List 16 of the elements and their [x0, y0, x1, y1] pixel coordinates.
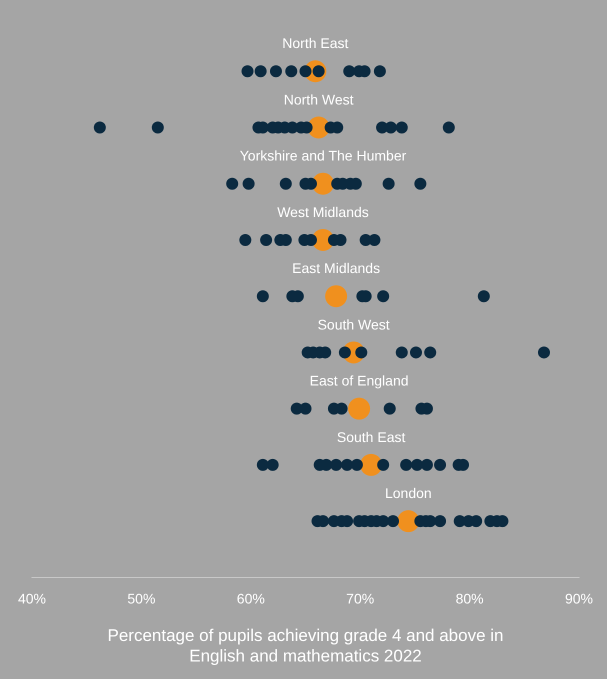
- y-tick-label: South East: [336, 428, 406, 445]
- x-tick-label: 70%: [346, 590, 374, 607]
- x-tick-label: 60%: [236, 590, 265, 607]
- y-tick-label: West Midlands: [277, 204, 369, 220]
- x-tick-label: 50%: [127, 590, 156, 607]
- y-tick-label: North West: [284, 91, 354, 108]
- y-tick-label: Yorkshire and The Humber: [240, 148, 407, 164]
- x-axis-title: Percentage of pupils achieving grade 4 and above in English and mathematics 2022: [107, 626, 504, 666]
- y-tick-label: London: [384, 485, 432, 502]
- x-tick-label: 90%: [564, 590, 594, 607]
- x-tick-label: 80%: [456, 590, 484, 607]
- y-tick-label: East of England: [310, 372, 409, 389]
- y-tick-label: East Midlands: [292, 260, 380, 276]
- y-tick-label: South West: [318, 316, 390, 332]
- y-tick-label: North East: [282, 35, 349, 52]
- x-tick-label: 40%: [18, 590, 46, 607]
